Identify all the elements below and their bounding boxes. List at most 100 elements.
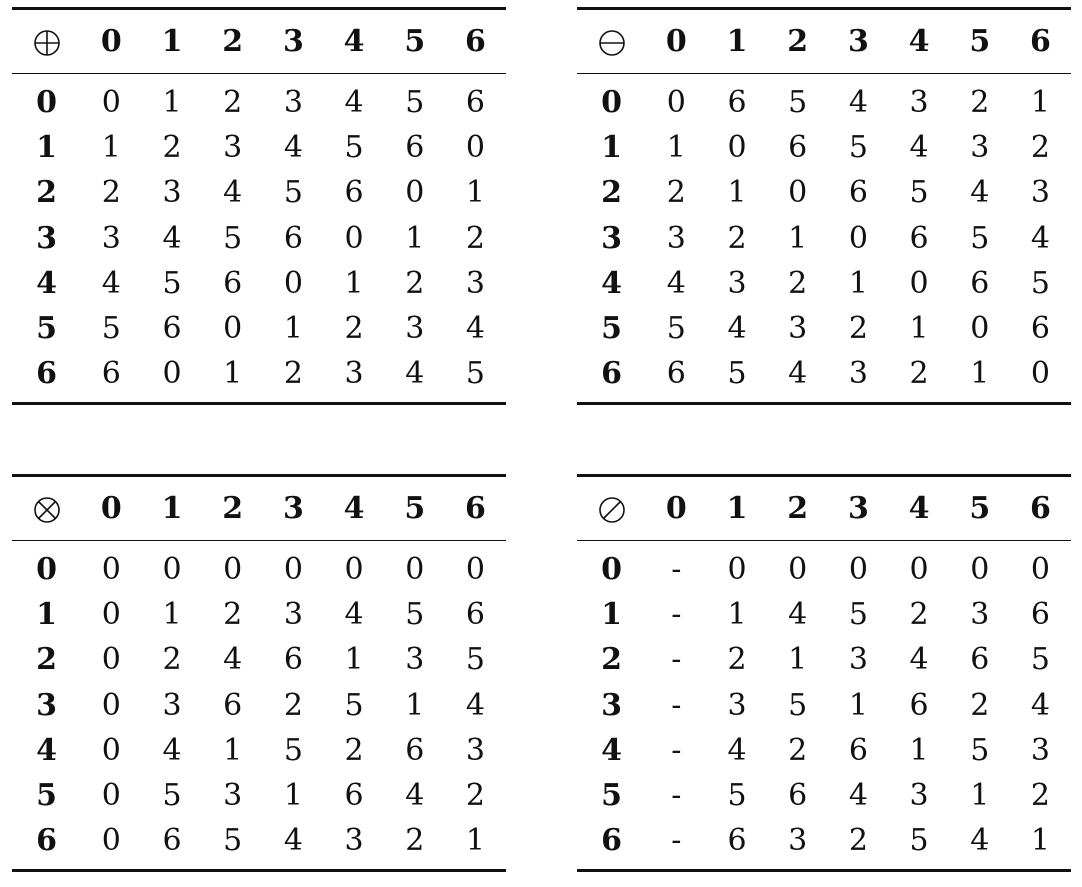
column-header: 5 xyxy=(404,490,426,526)
table-cell: 6 xyxy=(970,265,990,301)
table-cell: 5 xyxy=(344,687,364,723)
table-cell: 1 xyxy=(344,642,364,678)
table-cell: 1 xyxy=(1030,823,1051,859)
table-cell: 0 xyxy=(101,778,121,814)
column-header: 2 xyxy=(222,490,244,526)
table-cell: 6 xyxy=(727,823,747,859)
table-cell: 6 xyxy=(727,84,747,120)
table-cell: 6 xyxy=(1030,311,1051,347)
row-header: 4 xyxy=(601,265,622,301)
table-cell: 1 xyxy=(666,129,686,165)
table-cell: 3 xyxy=(283,84,303,120)
table-cell: 0 xyxy=(101,687,121,723)
column-header: 6 xyxy=(465,23,486,59)
table-row: 0 0 1 2 3 4 5 6 xyxy=(12,80,506,125)
table-cell: 2 xyxy=(465,778,486,814)
table-cell: 0 xyxy=(1030,551,1051,587)
row-header: 5 xyxy=(601,311,622,347)
table-row: 5 5 6 0 1 2 3 4 xyxy=(12,306,506,351)
table-cell: 3 xyxy=(405,311,425,347)
table-cell: 3 xyxy=(101,220,121,256)
table-row: 2 2 3 4 5 6 0 1 xyxy=(12,171,506,216)
table-cell: - xyxy=(671,551,682,587)
table-header-row: 0 1 2 3 4 5 6 xyxy=(12,10,506,74)
table-cell: 0 xyxy=(101,823,121,859)
table-cell: 5 xyxy=(223,220,243,256)
table-cell: 5 xyxy=(405,84,425,120)
table-cell: 4 xyxy=(344,596,364,632)
table-cell: 5 xyxy=(848,129,868,165)
row-header: 0 xyxy=(36,551,57,587)
table-cell: - xyxy=(671,778,682,814)
table-cell: 1 xyxy=(162,84,182,120)
table-row: 0 - 0 0 0 0 0 0 xyxy=(577,547,1071,592)
table-cell: 0 xyxy=(344,220,364,256)
column-header: 5 xyxy=(969,23,991,59)
table-cell: 1 xyxy=(909,311,929,347)
table-cell: 4 xyxy=(283,823,303,859)
table-row: 6 - 6 3 2 5 4 1 xyxy=(577,819,1071,864)
operator-symbol-cell xyxy=(577,494,646,524)
table-cell: 0 xyxy=(405,175,425,211)
table-cell: 2 xyxy=(223,84,243,120)
table-cell: 2 xyxy=(405,265,425,301)
table-cell: 4 xyxy=(788,356,808,392)
table-cell: 0 xyxy=(788,175,808,211)
table-cell: 0 xyxy=(848,220,868,256)
table-cell: 1 xyxy=(283,311,303,347)
row-header: 6 xyxy=(601,356,622,392)
table-cell: 6 xyxy=(283,642,303,678)
operator-symbol-cell xyxy=(12,27,81,57)
table-cell: 0 xyxy=(909,265,929,301)
table-cell: 1 xyxy=(405,687,425,723)
table-cell: 2 xyxy=(727,642,747,678)
table-cell: 5 xyxy=(465,356,486,392)
table-row: 2 2 1 0 6 5 4 3 xyxy=(577,171,1071,216)
table-cell: 3 xyxy=(1030,175,1051,211)
column-header: 2 xyxy=(222,23,244,59)
table-cell: 3 xyxy=(465,732,486,768)
table-cell: 0 xyxy=(405,551,425,587)
table-cell: 1 xyxy=(223,356,243,392)
row-header: 1 xyxy=(36,129,57,165)
table-cell: 2 xyxy=(727,220,747,256)
row-header: 6 xyxy=(36,356,57,392)
table-cell: - xyxy=(671,732,682,768)
table-cell: 3 xyxy=(162,687,182,723)
table-cell: 3 xyxy=(344,823,364,859)
table-cell: 4 xyxy=(223,175,243,211)
table-row: 4 0 4 1 5 2 6 3 xyxy=(12,728,506,773)
table-cell: 1 xyxy=(848,687,868,723)
column-header: 3 xyxy=(282,490,304,526)
table-cell: 2 xyxy=(788,265,808,301)
table-cell: 5 xyxy=(909,175,929,211)
table-cell: 1 xyxy=(1030,84,1051,120)
table-cell: 4 xyxy=(848,84,868,120)
table-cell: 2 xyxy=(848,823,868,859)
table-row: 6 6 0 1 2 3 4 5 xyxy=(12,352,506,397)
operator-symbol-cell xyxy=(12,494,81,524)
table-cell: 5 xyxy=(970,220,990,256)
table-cell: 0 xyxy=(283,265,303,301)
row-header: 5 xyxy=(601,778,622,814)
table-cell: - xyxy=(671,687,682,723)
column-header: 5 xyxy=(969,490,991,526)
table-cell: 3 xyxy=(465,265,486,301)
table-cell: 4 xyxy=(283,129,303,165)
circled-minus-icon xyxy=(598,24,626,59)
table-row: 1 - 1 4 5 2 3 6 xyxy=(577,592,1071,637)
table-cell: 2 xyxy=(223,596,243,632)
table-cell: 6 xyxy=(344,778,364,814)
table-cell: 4 xyxy=(465,311,486,347)
table-cell: 4 xyxy=(970,175,990,211)
table-cell: 3 xyxy=(162,175,182,211)
table-cell: 6 xyxy=(465,84,486,120)
table-cell: 0 xyxy=(283,551,303,587)
table-cell: 3 xyxy=(666,220,686,256)
table-cell: 0 xyxy=(223,551,243,587)
column-header: 4 xyxy=(908,23,930,59)
table-cell: 6 xyxy=(405,129,425,165)
column-header: 0 xyxy=(665,23,687,59)
table-cell: 0 xyxy=(101,642,121,678)
